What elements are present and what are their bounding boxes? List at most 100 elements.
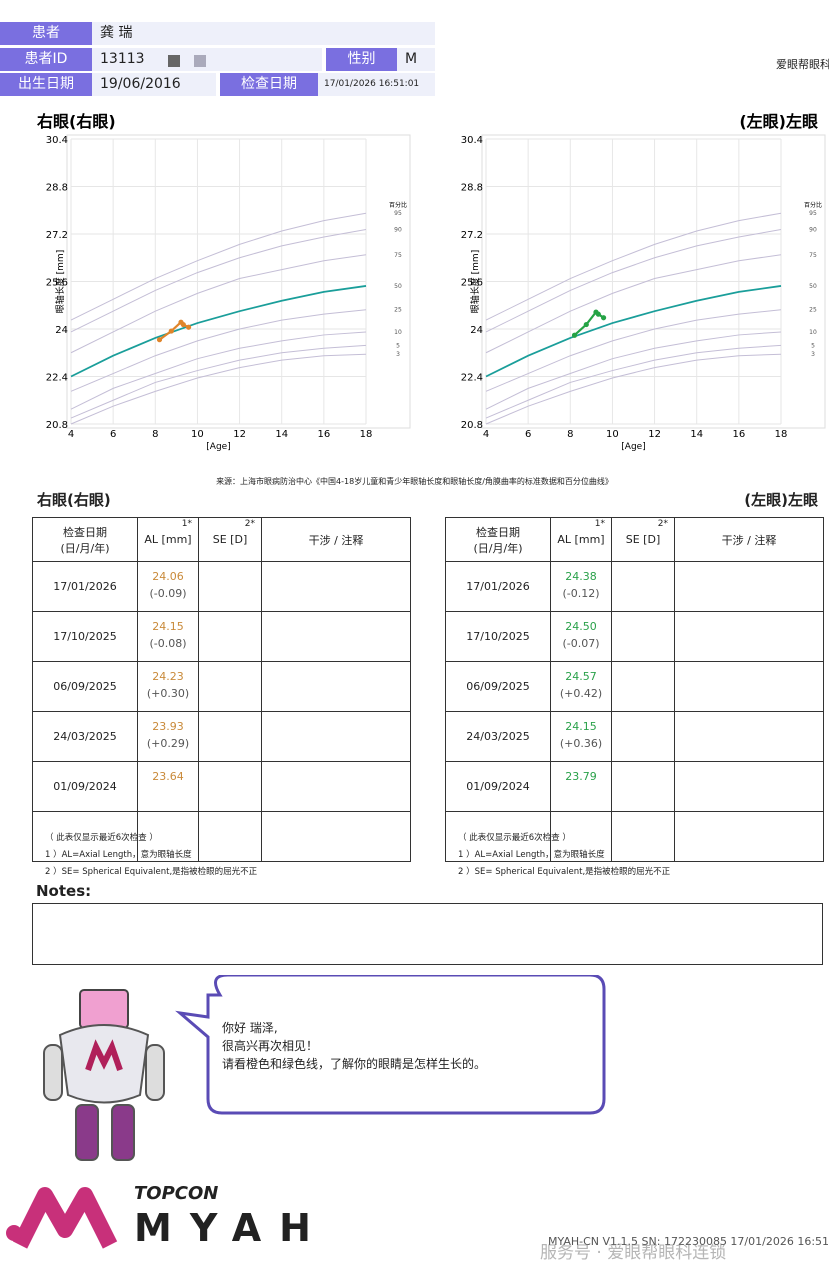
- row: 17/01/2026 24.38 (-0.12): [445, 561, 824, 612]
- plot-frame: [481, 134, 826, 429]
- header-text: (日/月/年): [60, 541, 110, 555]
- y-tick-label: 20.8: [461, 420, 483, 431]
- percentile-label: 90: [394, 227, 402, 234]
- series-line: [70, 229, 367, 333]
- robot-logo: [85, 1039, 123, 1071]
- footnote-mark: 1*: [594, 519, 605, 529]
- plot-frame: [66, 134, 411, 429]
- robot-arm: [43, 1044, 63, 1101]
- y-tick-label: 22.4: [46, 373, 68, 384]
- note-cell: [674, 711, 824, 762]
- row: 17/10/2025 24.50 (-0.07): [445, 611, 824, 662]
- patient-id: 13113: [92, 48, 322, 71]
- note-cell: [261, 711, 411, 762]
- y-tick-label: 22.4: [461, 373, 483, 384]
- al-cell: 23.79: [550, 761, 612, 812]
- y-tick-label: 28.8: [46, 183, 68, 194]
- charts: 右眼(右眼) 20.8 22.4 24 25.6 27.2 28.8 30.4 4 6 8 10 12 1…: [37, 112, 826, 452]
- al-change: (-0.07): [562, 637, 600, 650]
- x-tick-label: 6: [525, 429, 531, 440]
- percentile-label: 95: [394, 210, 402, 217]
- chart-title: 右眼(右眼): [37, 112, 116, 131]
- note-cell: [674, 561, 824, 612]
- label: 检查日期: [220, 73, 318, 96]
- clinic: 爱眼帮眼科: [776, 58, 829, 71]
- footnote: 1 ）AL=Axial Length，意为眼轴长度: [45, 850, 192, 860]
- al-change: (-0.09): [149, 587, 187, 600]
- footnote: 1 ）AL=Axial Length，意为眼轴长度: [458, 850, 605, 860]
- row: 06/09/2025 24.23 (+0.30): [32, 661, 411, 712]
- label: 患者ID: [0, 48, 92, 71]
- table-title: (左眼)左眼: [744, 491, 818, 509]
- date: 06/09/2025: [53, 680, 117, 693]
- series-line: [485, 309, 782, 392]
- date: 17/10/2025: [53, 630, 117, 643]
- header-text: SE [D]: [625, 533, 661, 546]
- percentile-label: 95: [809, 210, 817, 217]
- al-value: 24.50: [565, 620, 597, 633]
- se-cell: [611, 811, 675, 862]
- mascot: [43, 975, 606, 1161]
- bubble-line: 很高兴再次相见！: [222, 1039, 319, 1053]
- percentile-label: 50: [809, 283, 817, 290]
- header-text: 检查日期: [476, 525, 520, 539]
- percentile-label: 5: [396, 342, 400, 349]
- al-cell: 24.23 (+0.30): [137, 661, 199, 712]
- note-cell: [674, 811, 824, 862]
- header-row: 检查日期 (日/月/年) AL [mm] 1* SE [D] 2* 干涉 / 注释: [32, 517, 411, 562]
- row: 01/09/2024 23.64: [32, 761, 411, 812]
- redaction: [168, 55, 180, 67]
- se-cell: [198, 711, 262, 762]
- date: 01/09/2024: [53, 780, 117, 793]
- series-line: [70, 331, 367, 410]
- footnote-mark: 2*: [657, 519, 668, 529]
- row: 17/01/2026 24.06 (-0.09): [32, 561, 411, 612]
- date-cell: 06/09/2025: [445, 661, 551, 712]
- series-line: [485, 285, 782, 378]
- x-tick-label: 14: [690, 429, 703, 440]
- row: 01/09/2024 23.79: [445, 761, 824, 812]
- y-tick-label: 24: [470, 325, 483, 336]
- product: MYAH: [134, 1206, 329, 1250]
- header-text: (日/月/年): [473, 541, 523, 555]
- date: 17/10/2025: [466, 630, 530, 643]
- date-cell: 24/03/2025: [32, 711, 138, 762]
- al-value: 24.15: [152, 620, 184, 633]
- se-cell: [198, 811, 262, 862]
- header-cell: 检查日期 (日/月/年): [445, 517, 551, 562]
- al-change: (+0.29): [146, 737, 190, 750]
- logo-shape: [12, 1187, 118, 1249]
- series-line: [70, 285, 367, 378]
- y-tick-label: 30.4: [461, 135, 483, 146]
- se-cell: [611, 611, 675, 662]
- al-value: 24.38: [565, 570, 597, 583]
- x-tick-label: 4: [483, 429, 489, 440]
- percentile-label: 90: [809, 227, 817, 234]
- x-tick-label: 10: [191, 429, 204, 440]
- se-cell: [611, 711, 675, 762]
- footnote: 2 ）SE= Spherical Equivalent,是指被检眼的屈光不正: [45, 867, 258, 877]
- data-point: [156, 337, 163, 343]
- se-cell: [198, 561, 262, 612]
- percentile-label: 3: [811, 351, 815, 358]
- date: 24/03/2025: [53, 730, 117, 743]
- y-tick-label: 28.8: [461, 183, 483, 194]
- footnote: 2 ）SE= Spherical Equivalent,是指被检眼的屈光不正: [458, 867, 671, 877]
- note-cell: [674, 611, 824, 662]
- y-axis-label: 眼轴长度 [mm]: [469, 250, 481, 313]
- data-point: [583, 321, 589, 328]
- date-cell: 01/09/2024: [445, 761, 551, 812]
- note-cell: [261, 761, 411, 812]
- note-cell: [674, 761, 824, 812]
- footnote: （ 此表仅显示最近6次检查 ）: [458, 833, 571, 843]
- robot-arm: [145, 1044, 165, 1101]
- birth-date: 19/06/2016: [92, 73, 216, 96]
- date: 17/01/2026: [53, 580, 117, 593]
- se-cell: [198, 761, 262, 812]
- patient-name: 龚 瑞: [92, 22, 435, 45]
- series-line: [485, 254, 782, 354]
- date: 01/09/2024: [466, 780, 530, 793]
- footnote-mark: 1*: [181, 519, 192, 529]
- date: 06/09/2025: [466, 680, 530, 693]
- data-point: [600, 315, 607, 321]
